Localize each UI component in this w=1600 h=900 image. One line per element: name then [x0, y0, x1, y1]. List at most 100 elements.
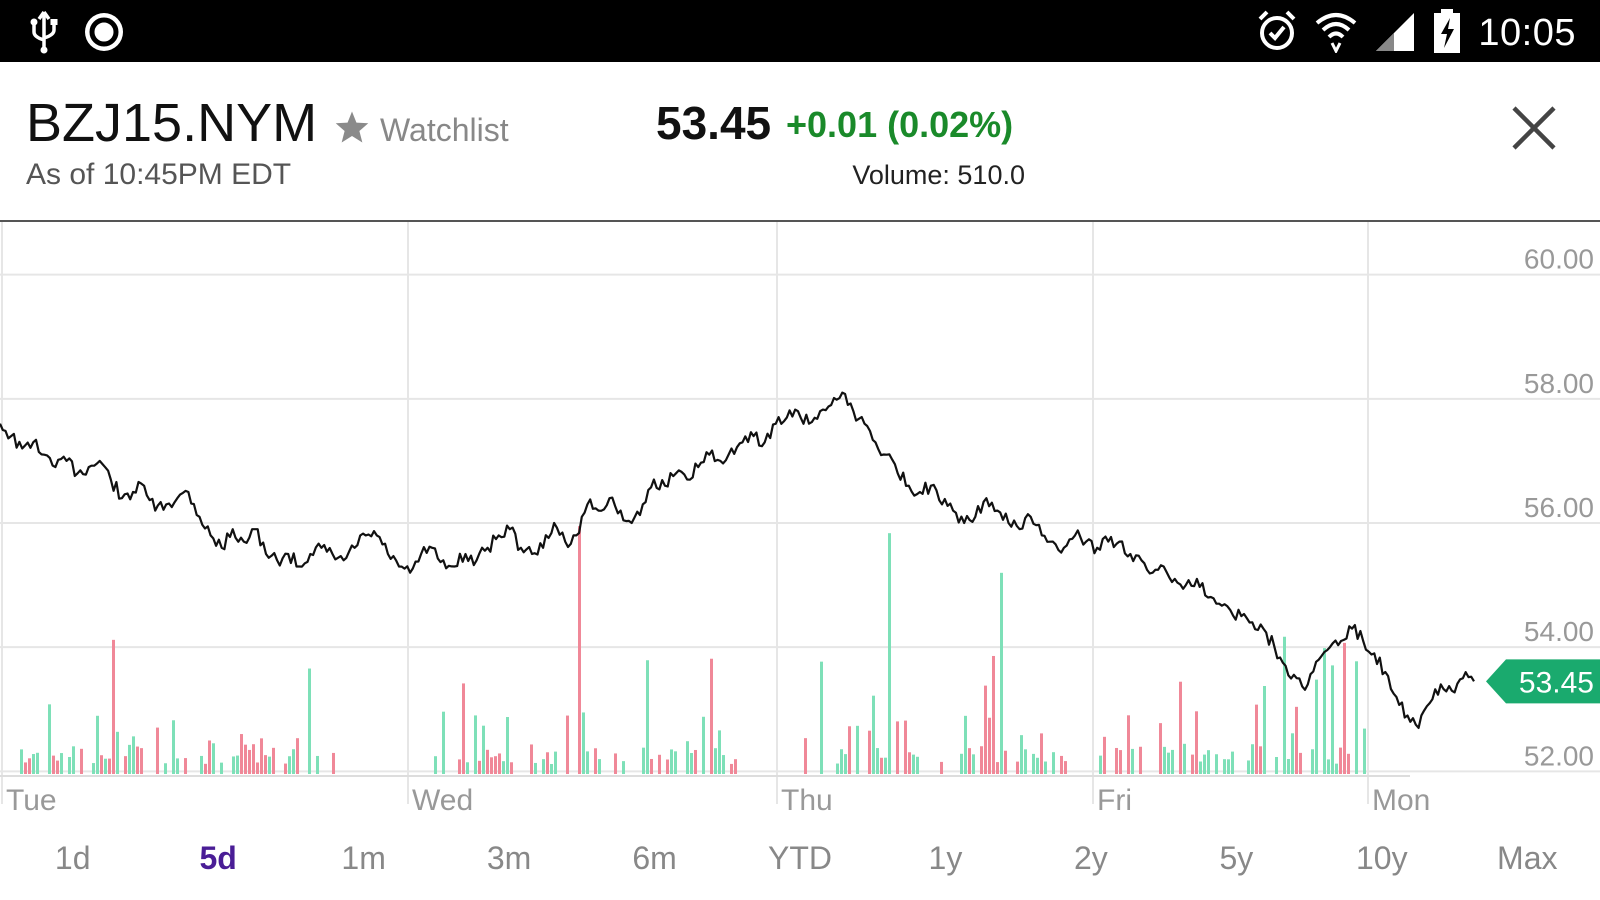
volume-bar: [140, 748, 143, 774]
volume-bar: [840, 749, 843, 774]
volume-bar: [474, 715, 477, 774]
volume-bar: [236, 755, 239, 774]
range-tab-3m[interactable]: 3m: [486, 840, 532, 876]
volume-bar: [714, 748, 717, 774]
volume-bar: [486, 749, 489, 774]
volume-bar: [546, 752, 549, 774]
volume-bar: [690, 753, 693, 774]
watchlist-button[interactable]: Watchlist: [380, 112, 509, 148]
volume-bar: [458, 759, 461, 774]
volume-bar: [650, 758, 653, 774]
volume-bar: [208, 740, 211, 774]
volume-bar: [968, 748, 971, 774]
y-tick-label: 56.00: [1524, 492, 1594, 523]
volume-bar: [136, 746, 139, 774]
volume-bar: [1299, 752, 1302, 774]
volume-bar: [880, 757, 883, 774]
volume-bar: [1024, 749, 1027, 774]
volume-bar: [988, 717, 991, 774]
range-tab-5d[interactable]: 5d: [199, 840, 237, 876]
volume-bar: [686, 741, 689, 774]
volume-bar: [1311, 749, 1314, 774]
volume-bar: [868, 730, 871, 774]
volume-bar: [904, 720, 907, 774]
range-tab-max[interactable]: Max: [1497, 840, 1558, 876]
volume-bar: [1287, 759, 1290, 774]
volume-bar: [308, 668, 311, 774]
volume-bar: [594, 748, 597, 774]
volume-bar: [104, 758, 107, 774]
close-icon: [1512, 106, 1556, 150]
volume-bar: [1004, 750, 1007, 774]
volume-bar: [1060, 755, 1063, 774]
volume-bar: [1020, 735, 1023, 774]
volume-bar: [872, 695, 875, 774]
volume-bar: [1327, 759, 1330, 774]
volume-bar: [1291, 733, 1294, 774]
volume-bar: [1315, 679, 1318, 774]
volume-bar: [530, 744, 533, 774]
volume-bar: [252, 744, 255, 774]
volume-bar: [1355, 661, 1358, 774]
volume-bar: [92, 763, 95, 774]
volume-bar: [598, 759, 601, 774]
volume-bar: [124, 756, 127, 774]
volume-bar: [1343, 642, 1346, 774]
volume-bar: [164, 763, 167, 774]
price-chart[interactable]: 60.00 58.00 56.00 54.00 52.00 Tue Wed Thu Fri Mon…: [0, 222, 1600, 824]
y-tick-label: 54.00: [1524, 616, 1594, 647]
range-tab-6m[interactable]: 6m: [632, 840, 677, 876]
volume-bar: [204, 763, 207, 774]
volume-bar: [534, 762, 537, 774]
volume-bar: [992, 655, 995, 774]
volume-bar: [506, 717, 509, 774]
volume-bar: [1139, 746, 1142, 774]
volume-bar: [510, 762, 513, 774]
y-tick-label: 60.00: [1524, 244, 1594, 275]
volume-bar: [718, 730, 721, 774]
volume-bar: [1036, 757, 1039, 774]
volume-bar: [1227, 759, 1230, 774]
volume-bar: [1040, 733, 1043, 774]
volume-bar: [996, 762, 999, 774]
volume-bar: [20, 749, 23, 774]
time-range-selector: 1d 5d 1m 3m 6m YTD 1y 2y 5y 10y Max: [0, 828, 1600, 888]
volume-bar: [730, 763, 733, 774]
volume-bar: [502, 761, 505, 774]
volume-bar: [292, 749, 295, 774]
volume-bar: [60, 753, 63, 774]
volume-bar: [1339, 747, 1342, 774]
star-icon[interactable]: [334, 110, 370, 149]
y-tick-label: 52.00: [1524, 740, 1594, 771]
price-change: +0.01 (0.02%): [786, 104, 1014, 145]
volume-bar: [896, 721, 899, 774]
wifi-icon: [1314, 9, 1358, 58]
volume-bar: [888, 533, 891, 774]
volume-bar: [554, 751, 557, 774]
volume-bar: [666, 759, 669, 774]
range-tab-5y[interactable]: 5y: [1219, 840, 1254, 876]
range-tab-2y[interactable]: 2y: [1074, 840, 1108, 876]
volume-bar: [614, 753, 617, 774]
volume-bar: [494, 756, 497, 774]
range-tab-1d[interactable]: 1d: [54, 840, 91, 876]
volume-bar: [52, 755, 55, 774]
close-button[interactable]: [1508, 102, 1560, 154]
range-tab-10y[interactable]: 10y: [1356, 840, 1408, 876]
volume-bar: [912, 754, 915, 774]
volume-bar: [1000, 572, 1003, 774]
volume-bar: [1159, 723, 1162, 774]
volume-bar: [284, 763, 287, 774]
range-tab-1m[interactable]: 1m: [341, 840, 386, 876]
usb-icon: [26, 10, 62, 59]
signal-icon: [1374, 9, 1416, 58]
volume-bar: [264, 755, 267, 774]
range-tab-1y[interactable]: 1y: [928, 840, 963, 876]
volume-bar: [272, 747, 275, 774]
volume-bar: [566, 715, 569, 774]
volume-bar: [288, 756, 291, 774]
volume-bar: [710, 658, 713, 774]
volume-bar: [964, 715, 967, 774]
volume-bar: [100, 755, 103, 774]
range-tab-ytd[interactable]: YTD: [767, 840, 832, 876]
